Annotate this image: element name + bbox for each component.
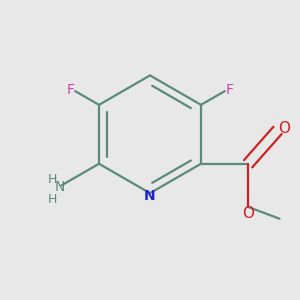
Text: N: N xyxy=(55,180,65,194)
Text: H: H xyxy=(48,173,58,186)
Text: O: O xyxy=(278,121,290,136)
Text: H: H xyxy=(48,193,58,206)
Text: O: O xyxy=(242,206,254,221)
Text: N: N xyxy=(144,189,156,203)
Text: F: F xyxy=(66,83,74,97)
Text: F: F xyxy=(226,83,234,97)
